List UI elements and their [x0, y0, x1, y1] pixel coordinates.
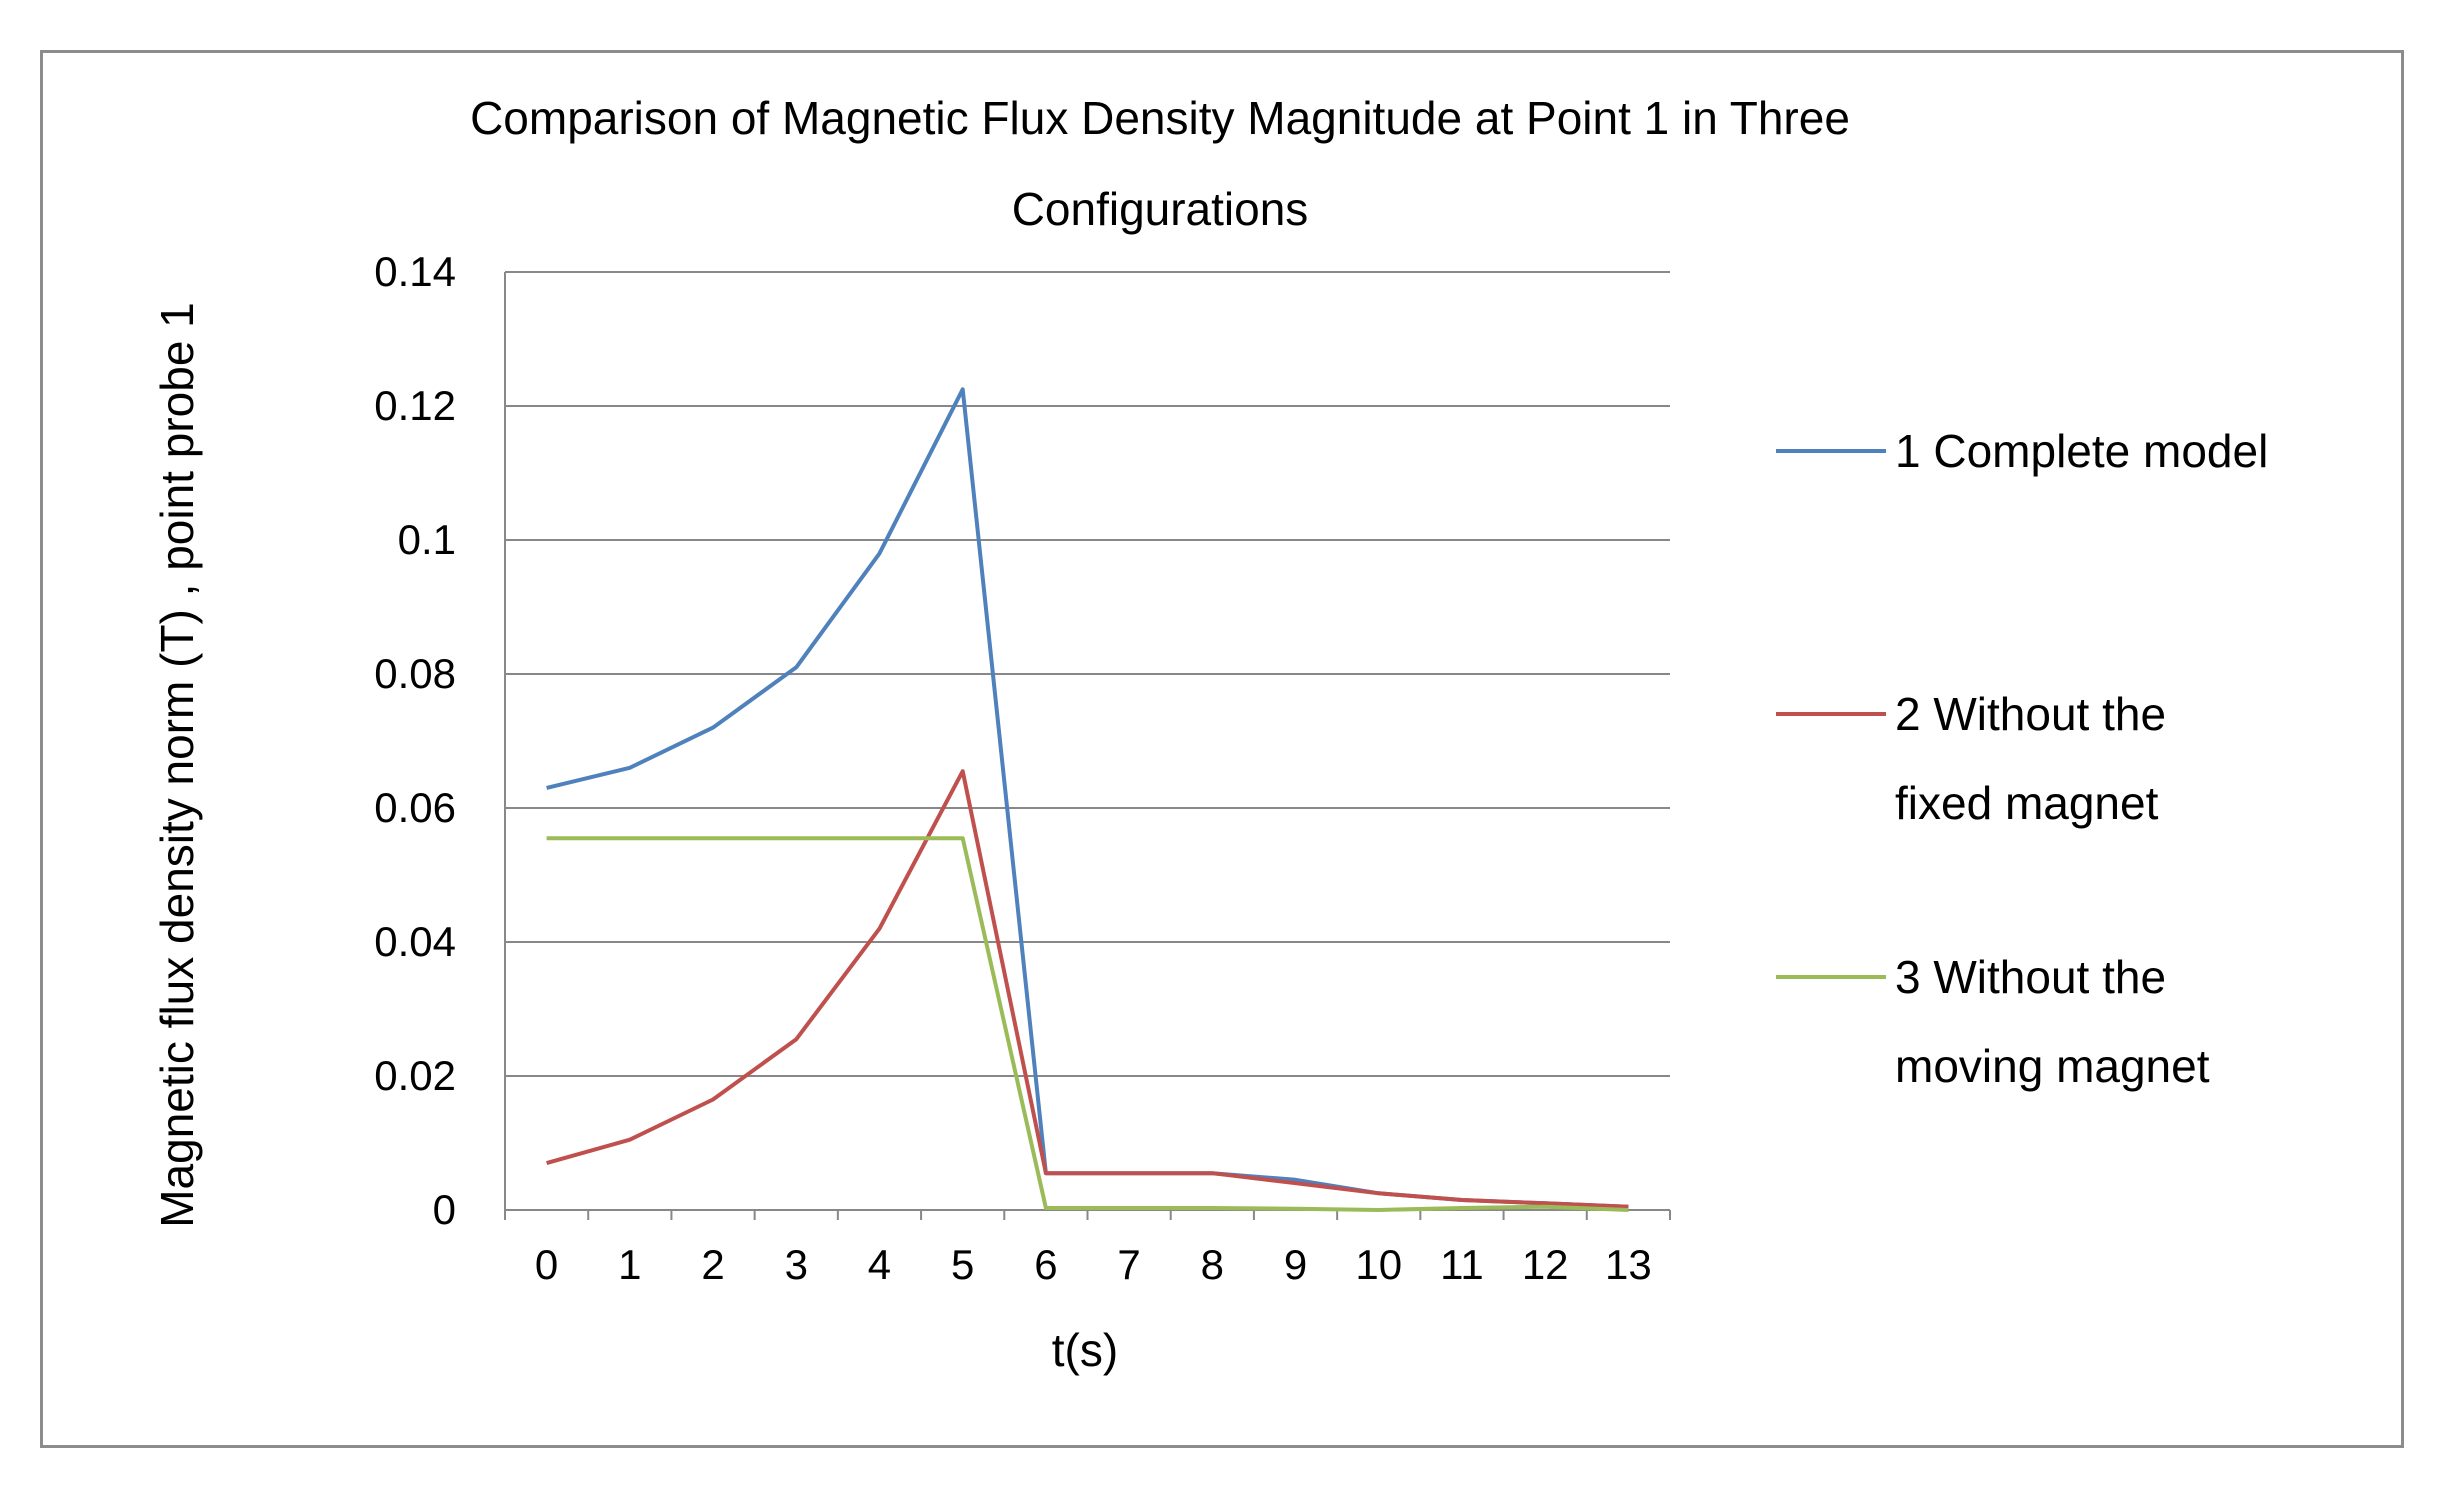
y-tick-label: 0.1 — [398, 516, 456, 563]
y-tick-labels: 0 0.02 0.04 0.06 0.08 0.1 0.12 0.14 — [374, 248, 456, 1233]
series-line-2 — [546, 769, 1629, 1209]
x-axis-title: t(s) — [1052, 1324, 1118, 1376]
x-tick-label: 0 — [535, 1241, 558, 1288]
chart-title-line-2: Configurations — [1012, 183, 1309, 235]
legend-label-1: 1 Complete model — [1895, 425, 2268, 477]
series-line-3 — [546, 836, 1629, 1212]
legend-label-2: fixed magnet — [1895, 777, 2159, 829]
x-tick-label: 2 — [701, 1241, 724, 1288]
x-tick-labels: 0 1 2 3 4 5 6 7 8 9 10 11 12 13 — [535, 1241, 1652, 1288]
y-tick-label: 0.04 — [374, 918, 456, 965]
y-tick-label: 0 — [433, 1186, 456, 1233]
x-tick-label: 6 — [1034, 1241, 1057, 1288]
y-tick-label: 0.02 — [374, 1052, 456, 1099]
chart-title: Comparison of Magnetic Flux Density Magn… — [470, 92, 1850, 235]
x-tick-label: 9 — [1284, 1241, 1307, 1288]
legend-label-3: 3 Without the — [1895, 951, 2166, 1003]
y-tick-label: 0.14 — [374, 248, 456, 295]
axes — [504, 272, 1671, 1220]
series-lines — [546, 387, 1629, 1212]
series-line-1 — [546, 387, 1629, 1209]
x-tick-label: 4 — [868, 1241, 891, 1288]
x-tick-label: 1 — [618, 1241, 641, 1288]
legend: 1 Complete model 2 Without the fixed magne… — [1776, 425, 2268, 1092]
x-tick-label: 5 — [951, 1241, 974, 1288]
x-tick-label: 8 — [1201, 1241, 1224, 1288]
chart-frame: Comparison of Magnetic Flux Density Magn… — [40, 50, 2404, 1448]
x-tick-label: 11 — [1440, 1241, 1484, 1288]
x-tick-label: 3 — [785, 1241, 808, 1288]
chart-title-line-1: Comparison of Magnetic Flux Density Magn… — [470, 92, 1850, 144]
gridlines — [505, 271, 1670, 1077]
x-tick-label: 13 — [1605, 1241, 1652, 1288]
y-axis-title: Magnetic flux density norm (T) , point p… — [151, 302, 203, 1228]
line-chart: Comparison of Magnetic Flux Density Magn… — [151, 92, 2268, 1376]
y-tick-label: 0.06 — [374, 784, 456, 831]
y-tick-label: 0.08 — [374, 650, 456, 697]
y-tick-label: 0.12 — [374, 382, 456, 429]
x-tick-label: 7 — [1117, 1241, 1140, 1288]
x-tick-label: 12 — [1522, 1241, 1569, 1288]
legend-label-3: moving magnet — [1895, 1040, 2210, 1092]
legend-label-2: 2 Without the — [1895, 688, 2166, 740]
x-tick-label: 10 — [1355, 1241, 1402, 1288]
